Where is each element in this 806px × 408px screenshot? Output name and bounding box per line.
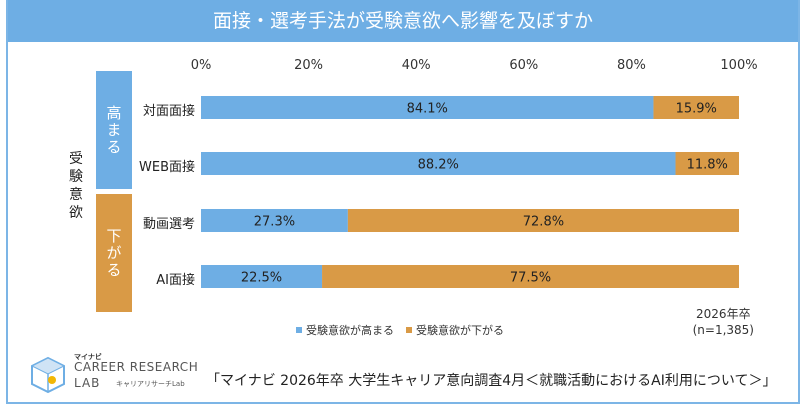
bar-data-label: 72.8% [523,215,564,230]
logo-lab-text: LAB [74,376,101,390]
x-tick-label: 60% [509,58,539,73]
bar-segment-decrease [347,209,739,232]
legend-swatch-increase [296,327,302,333]
bar-data-label: 15.9% [676,102,717,117]
legend-label-decrease: 受験意欲が下がる [416,324,504,337]
sample-note: 2026年卒 (n=1,385) [693,306,754,338]
bar-segment-increase [201,152,676,175]
category-label: 対面面接 [142,104,195,119]
chart-frame: 面接・選考手法が受験意欲へ影響を及ぼすか [6,0,800,404]
bar-segment-decrease [653,96,739,119]
group-label-high: 高まる [96,71,132,189]
bar-segment-decrease [322,265,739,288]
legend: 受験意欲が高まる 受験意欲が下がる [296,322,504,338]
x-tick-label: 20% [294,58,324,73]
logo-cube-icon [30,356,66,394]
x-tick-label: 100% [720,58,758,73]
bar-segment-decrease [675,152,739,175]
x-tick-label: 80% [616,58,646,73]
bar-segment-increase [201,265,323,288]
logo-maker-text: マイナビ [74,353,102,361]
y-axis-title: 受験意欲 [69,151,83,221]
bar-segment-increase [201,209,348,232]
group-label-low: 下がる [96,194,132,312]
note-year: 2026年卒 [696,307,751,321]
bar-data-label: 77.5% [510,271,551,286]
x-tick-label: 40% [401,58,431,73]
legend-swatch-decrease [406,327,412,333]
bar-data-label: 27.3% [254,215,295,230]
bar-data-label: 11.8% [687,158,728,173]
logo-main-text: CAREER RESEARCH [74,360,199,374]
note-sample-size: (n=1,385) [692,323,754,337]
bar-data-label: 22.5% [241,271,282,286]
bar-data-label: 84.1% [407,102,448,117]
bar-segment-increase [201,96,654,119]
legend-item-decrease: 受験意欲が下がる [406,322,504,338]
legend-item-increase: 受験意欲が高まる [296,322,394,338]
category-label: 動画選考 [142,217,195,232]
legend-label-increase: 受験意欲が高まる [306,324,394,337]
category-label: WEB面接 [139,160,195,175]
source-caption: 「マイナビ 2026年卒 大学生キャリア意向調査4月＜就職活動におけるAI利用に… [206,373,777,389]
logo-sub-text: キャリアリサーチLab [116,380,185,388]
category-label: AI面接 [156,273,195,288]
x-tick-label: 0% [190,58,212,73]
bar-data-label: 88.2% [418,158,459,173]
chart-title: 面接・選考手法が受験意欲へ影響を及ぼすか [8,0,798,42]
career-research-lab-logo: マイナビ CAREER RESEARCH LAB キャリアリサーチLab [28,352,208,396]
